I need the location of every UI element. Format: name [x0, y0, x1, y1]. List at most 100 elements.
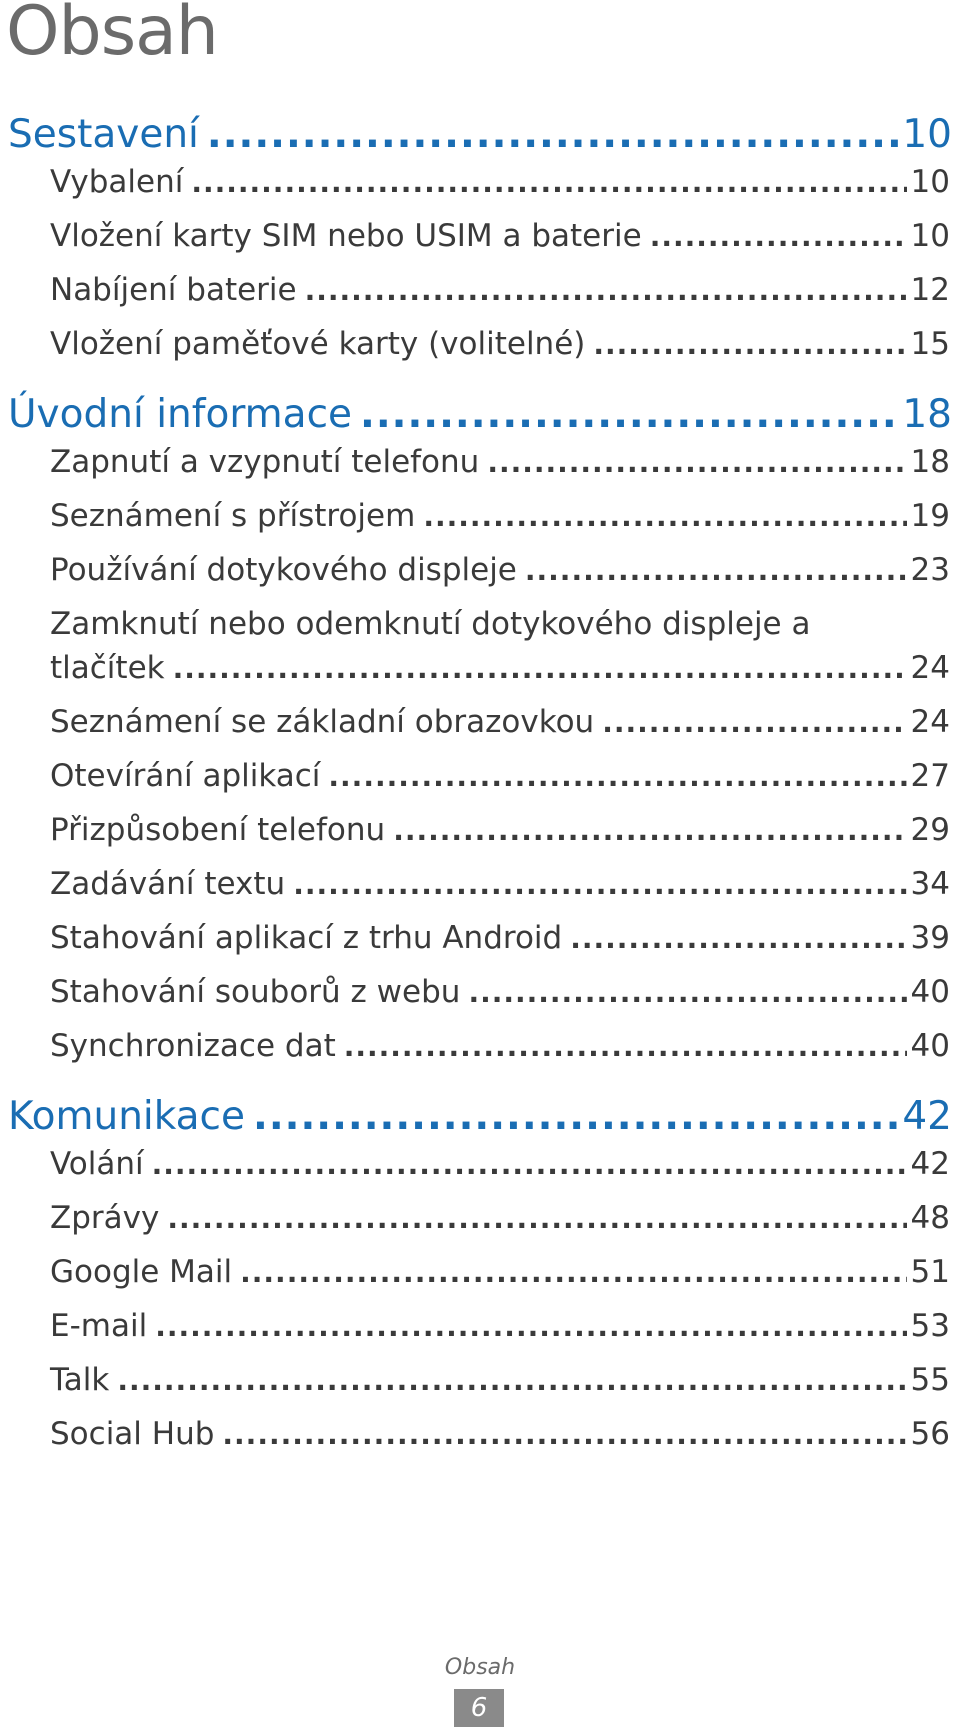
toc-entry[interactable]: Stahování aplikací z trhu Android 39	[0, 920, 960, 974]
toc-entry-wrapped[interactable]: Zamknutí nebo odemknutí dotykového displ…	[0, 606, 960, 704]
dot-leader	[593, 328, 906, 361]
toc-entry-label: Volání	[50, 1146, 144, 1182]
dot-leader	[222, 1418, 906, 1451]
table-of-contents: Sestavení 10 Vybalení 10 Vložení karty S…	[0, 112, 960, 1482]
dot-leader	[468, 976, 906, 1009]
toc-entry-page: 51	[910, 1254, 950, 1290]
dot-leader	[173, 652, 907, 685]
toc-entry-page: 48	[910, 1200, 950, 1236]
toc-entry[interactable]: Seznámení se základní obrazovkou 24	[0, 704, 960, 758]
toc-section-komunikace: Komunikace 42 Volání 42 Zprávy 48 Google…	[0, 1094, 960, 1470]
toc-entry-page: 24	[910, 704, 950, 740]
page-number-badge: 6	[454, 1689, 504, 1727]
toc-entry[interactable]: Používání dotykového displeje 23	[0, 552, 960, 606]
toc-entry-label-line2: tlačítek	[50, 650, 165, 686]
toc-entry-label: Synchronizace dat	[50, 1028, 336, 1064]
toc-entry[interactable]: Seznámení s přístrojem 19	[0, 498, 960, 552]
dot-leader	[191, 166, 906, 199]
toc-entry-label: Seznámení se základní obrazovkou	[50, 704, 595, 740]
dot-leader	[207, 112, 898, 157]
toc-entry-page: 10	[910, 164, 950, 200]
dot-leader	[117, 1364, 906, 1397]
dot-leader	[360, 392, 898, 437]
toc-entry-page: 27	[910, 758, 950, 794]
toc-entry-label: Vložení paměťové karty (volitelné)	[50, 326, 586, 362]
toc-entry-label: Stahování souborů z webu	[50, 974, 461, 1010]
toc-entry-label: Stahování aplikací z trhu Android	[50, 920, 563, 956]
dot-leader	[305, 274, 907, 307]
toc-entry[interactable]: Vložení karty SIM nebo USIM a baterie 10	[0, 218, 960, 272]
toc-entry-label: Vložení karty SIM nebo USIM a baterie	[50, 218, 642, 254]
dot-leader	[155, 1310, 906, 1343]
toc-entry-label: Social Hub	[50, 1416, 215, 1452]
dot-leader	[344, 1030, 907, 1063]
toc-heading-label: Komunikace	[8, 1094, 245, 1139]
toc-entry-label: Seznámení s přístrojem	[50, 498, 416, 534]
toc-entry[interactable]: Stahování souborů z webu 40	[0, 974, 960, 1028]
toc-entry[interactable]: Nabíjení baterie 12	[0, 272, 960, 326]
toc-section-sestaveni: Sestavení 10 Vybalení 10 Vložení karty S…	[0, 112, 960, 380]
dot-leader	[650, 220, 907, 253]
toc-entry[interactable]: Zprávy 48	[0, 1200, 960, 1254]
toc-heading-label: Sestavení	[8, 112, 199, 157]
toc-heading-link[interactable]: Sestavení 10	[0, 112, 960, 164]
toc-entry-page: 10	[910, 218, 950, 254]
toc-entry[interactable]: Otevírání aplikací 27	[0, 758, 960, 812]
toc-entry[interactable]: E-mail 53	[0, 1308, 960, 1362]
toc-entry-page: 12	[910, 272, 950, 308]
toc-entry-label: Otevírání aplikací	[50, 758, 321, 794]
footer-section-label: Obsah	[444, 1655, 516, 1680]
toc-heading-page: 42	[902, 1094, 952, 1139]
dot-leader	[167, 1202, 906, 1235]
dot-leader	[602, 706, 906, 739]
dot-leader	[570, 922, 906, 955]
dot-leader	[152, 1148, 907, 1181]
dot-leader	[393, 814, 906, 847]
toc-entry-page: 24	[910, 650, 950, 686]
page-title: Obsah	[6, 0, 219, 71]
toc-entry[interactable]: Google Mail 51	[0, 1254, 960, 1308]
toc-heading-label: Úvodní informace	[8, 392, 353, 437]
toc-entry-page: 19	[910, 498, 950, 534]
toc-entry-page: 42	[910, 1146, 950, 1182]
toc-entry[interactable]: Zapnutí a vzypnutí telefonu 18	[0, 444, 960, 498]
toc-entry[interactable]: Vybalení 10	[0, 164, 960, 218]
toc-heading-link[interactable]: Úvodní informace 18	[0, 392, 960, 444]
toc-heading-page: 18	[902, 392, 952, 437]
toc-entry-label: Google Mail	[50, 1254, 233, 1290]
toc-entry-page: 23	[910, 552, 950, 588]
toc-entry-page: 53	[910, 1308, 950, 1344]
dot-leader	[487, 446, 906, 479]
toc-entry[interactable]: Přizpůsobení telefonu 29	[0, 812, 960, 866]
toc-entry-page: 34	[910, 866, 950, 902]
toc-entry-label: Zadávání textu	[50, 866, 286, 902]
toc-entry[interactable]: Zadávání textu 34	[0, 866, 960, 920]
toc-entry[interactable]: Talk 55	[0, 1362, 960, 1416]
toc-entry-page: 18	[910, 444, 950, 480]
dot-leader	[423, 500, 906, 533]
toc-entry-label-line1: Zamknutí nebo odemknutí dotykového displ…	[50, 606, 811, 642]
toc-entry[interactable]: Social Hub 56	[0, 1416, 960, 1470]
toc-entry-page: 40	[910, 974, 950, 1010]
toc-entry-label: Talk	[50, 1362, 110, 1398]
toc-entry-label: E-mail	[50, 1308, 148, 1344]
dot-leader	[240, 1256, 906, 1289]
toc-entry-page: 55	[910, 1362, 950, 1398]
toc-heading-page: 10	[902, 112, 952, 157]
toc-entry-page: 29	[910, 812, 950, 848]
toc-entry[interactable]: Vložení paměťové karty (volitelné) 15	[0, 326, 960, 380]
toc-entry-label: Vybalení	[50, 164, 184, 200]
toc-entry-label: Nabíjení baterie	[50, 272, 297, 308]
dot-leader	[293, 868, 906, 901]
toc-heading-link[interactable]: Komunikace 42	[0, 1094, 960, 1146]
dot-leader	[525, 554, 907, 587]
toc-entry[interactable]: Synchronizace dat 40	[0, 1028, 960, 1082]
dot-leader	[253, 1094, 898, 1139]
toc-entry-page: 56	[910, 1416, 950, 1452]
toc-entry-label: Zapnutí a vzypnutí telefonu	[50, 444, 480, 480]
toc-entry-label: Přizpůsobení telefonu	[50, 812, 386, 848]
toc-entry[interactable]: Volání 42	[0, 1146, 960, 1200]
dot-leader	[328, 760, 906, 793]
toc-entry-label: Používání dotykového displeje	[50, 552, 517, 588]
toc-entry-page: 40	[910, 1028, 950, 1064]
